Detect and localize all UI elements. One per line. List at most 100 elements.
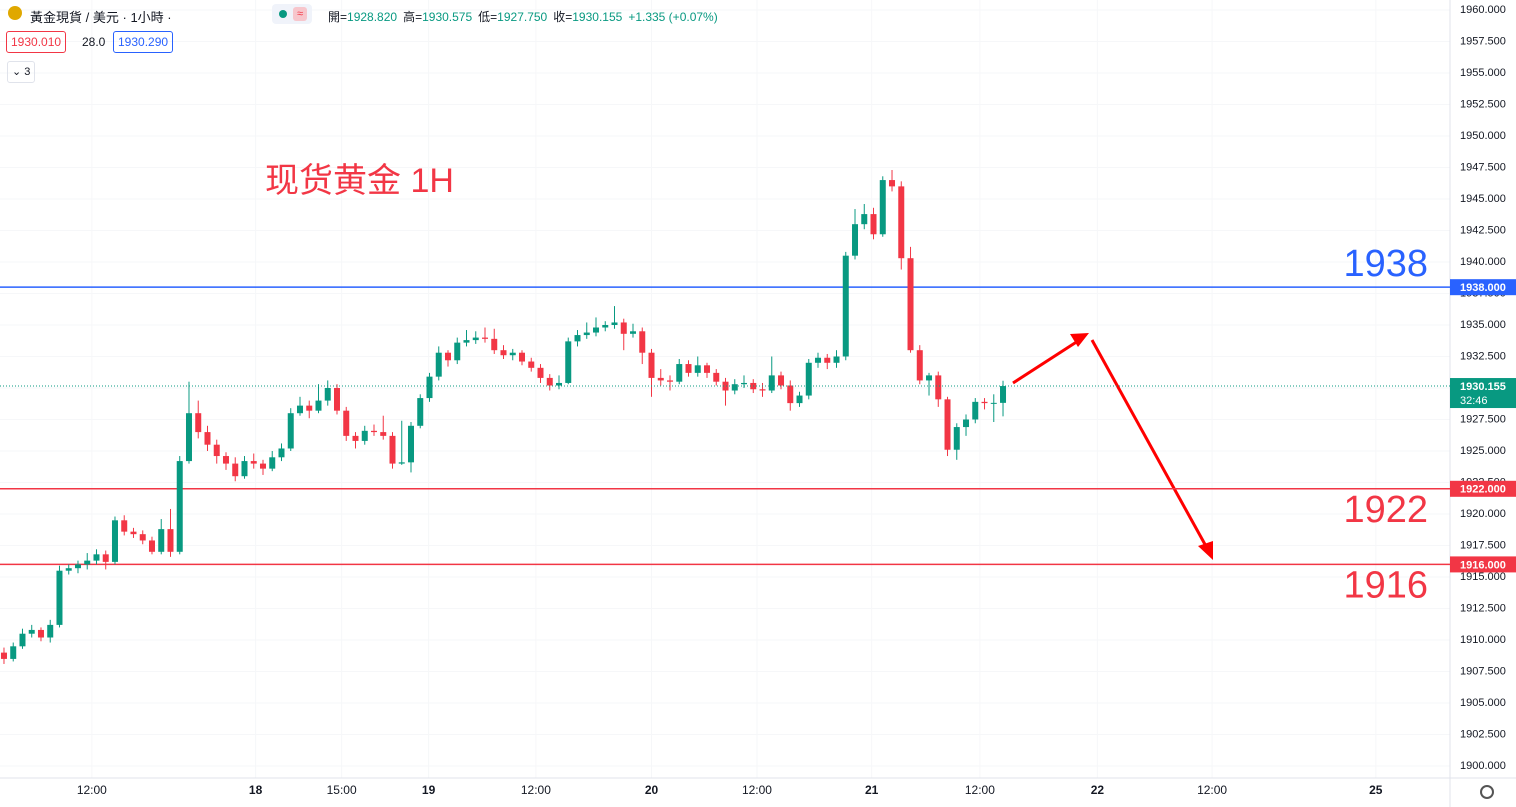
indicator-count: 3 xyxy=(24,66,31,78)
candle-body xyxy=(759,389,766,391)
candle-body xyxy=(704,365,711,373)
candle-body xyxy=(19,633,26,647)
x-tick-label: 21 xyxy=(865,783,879,797)
candle-body xyxy=(842,255,849,357)
x-tick-label: 12:00 xyxy=(965,783,995,797)
candle-body xyxy=(324,387,331,401)
candle-body xyxy=(805,362,812,396)
arrow xyxy=(1012,333,1213,560)
ask[interactable]: 1930.290 xyxy=(113,31,174,53)
x-tick-label: 19 xyxy=(422,783,436,797)
candle-body xyxy=(398,462,405,464)
candle-body xyxy=(158,529,165,552)
ohlc-label: 低= xyxy=(478,10,498,24)
indicators-toggle[interactable]: ⌄ 3 xyxy=(7,61,36,83)
candle-body xyxy=(84,560,91,565)
candle-body xyxy=(148,540,155,552)
x-tick-label: 20 xyxy=(645,783,659,797)
candle-body xyxy=(241,461,248,477)
candle-body xyxy=(583,332,590,336)
candle-body xyxy=(121,520,128,532)
y-tick-label: 1940.000 xyxy=(1460,256,1506,268)
x-tick-label: 12:00 xyxy=(1197,783,1227,797)
candle-body xyxy=(546,377,553,386)
y-tick-label: 1917.500 xyxy=(1460,539,1506,551)
candle-body xyxy=(195,413,202,433)
candle-body xyxy=(667,380,674,382)
candle-body xyxy=(315,400,322,411)
x-tick-label: 22 xyxy=(1091,783,1105,797)
level-tag-label: 1938.000 xyxy=(1460,282,1506,294)
candle-body xyxy=(574,335,581,342)
y-tick-label: 1952.500 xyxy=(1460,98,1506,110)
y-tick-label: 1910.000 xyxy=(1460,634,1506,646)
candle-body xyxy=(657,377,664,381)
candle-body xyxy=(306,405,313,411)
candle-body xyxy=(370,430,377,433)
candle-body xyxy=(694,365,701,373)
candle-body xyxy=(56,570,63,625)
candle-body xyxy=(907,258,914,351)
settings-icon[interactable] xyxy=(1480,785,1494,799)
candle-body xyxy=(593,327,600,333)
symbol-icon[interactable] xyxy=(8,6,22,23)
candle-body xyxy=(879,180,886,235)
candle-body xyxy=(528,361,535,368)
candle-body xyxy=(333,387,340,411)
y-tick-label: 1945.000 xyxy=(1460,193,1506,205)
candle-body xyxy=(537,367,544,378)
candle-body xyxy=(185,413,192,462)
candle-body xyxy=(898,186,905,259)
candle-body xyxy=(269,457,276,469)
candle-body xyxy=(676,364,683,382)
y-tick-label: 1902.500 xyxy=(1460,728,1506,740)
candle-body xyxy=(259,463,266,469)
candle-body xyxy=(444,352,451,361)
ohlc-value: 1930.575 xyxy=(422,10,473,24)
candle-body xyxy=(343,410,350,436)
ohlc-value: 1930.155 xyxy=(572,10,623,24)
candle-body xyxy=(796,395,803,404)
candle-body xyxy=(953,427,960,450)
x-tick-label: 12:00 xyxy=(521,783,551,797)
ohlc-label: 收= xyxy=(553,10,573,24)
candle-body xyxy=(454,342,461,361)
candle-body xyxy=(278,448,285,458)
candle-body xyxy=(0,652,7,659)
candle-body xyxy=(990,402,997,404)
candle-body xyxy=(500,350,507,356)
x-tick-label: 18 xyxy=(249,783,263,797)
candle-body xyxy=(852,224,859,256)
candle-body xyxy=(176,461,183,552)
candle-body xyxy=(963,419,970,428)
candle-body xyxy=(250,461,257,464)
candle-body xyxy=(361,430,368,441)
candle-body xyxy=(435,352,442,377)
candle-body xyxy=(1000,386,1007,403)
candle-body xyxy=(167,529,174,552)
candle-body xyxy=(824,357,831,363)
candle-body xyxy=(389,435,396,464)
candle-body xyxy=(93,554,100,561)
candle-body xyxy=(722,381,729,391)
status-pill[interactable]: ≈ xyxy=(272,4,312,24)
ohlc-value: 1928.820 xyxy=(347,10,398,24)
y-tick-label: 1927.500 xyxy=(1460,413,1506,425)
bid[interactable]: 1930.010 xyxy=(6,31,67,53)
y-tick-label: 1955.000 xyxy=(1460,67,1506,79)
level-label: 1938 xyxy=(1343,243,1428,285)
candle-body xyxy=(648,352,655,378)
separator: / xyxy=(85,10,90,25)
candle-body xyxy=(565,341,572,383)
y-tick-label: 1942.500 xyxy=(1460,224,1506,236)
ohlc-label: 開= xyxy=(328,10,348,24)
symbol-title[interactable]: 黃金現貨 / 美元 · 1小時 · xyxy=(30,7,172,26)
level-tag-label: 1922.000 xyxy=(1460,484,1506,496)
last-price-tag xyxy=(1450,378,1516,409)
y-tick-label: 1947.500 xyxy=(1460,161,1506,173)
candle-body xyxy=(463,340,470,343)
candle-body xyxy=(630,331,637,334)
candle-body xyxy=(916,350,923,381)
candle-body xyxy=(833,356,840,363)
